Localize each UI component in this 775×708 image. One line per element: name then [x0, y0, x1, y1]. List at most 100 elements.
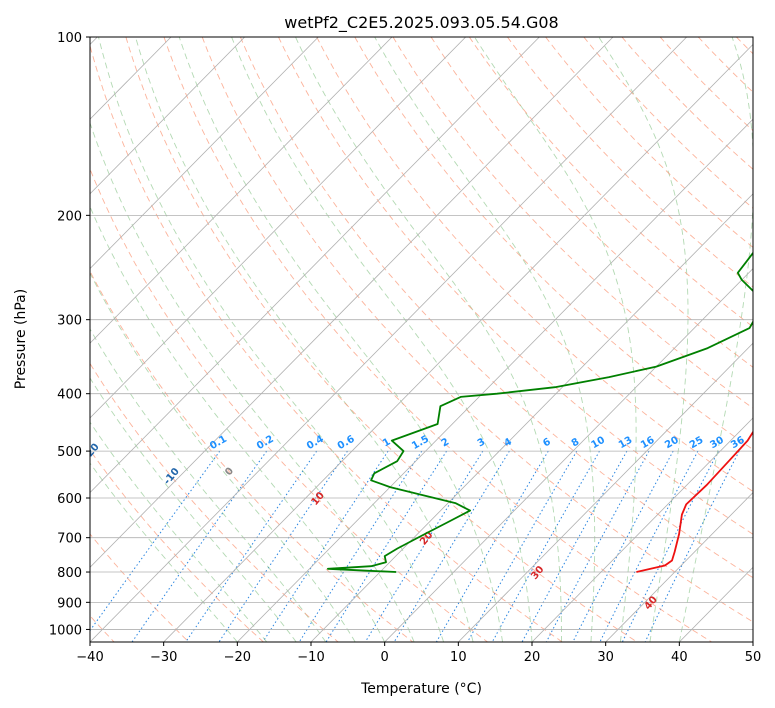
dry-adiabat-line — [239, 37, 753, 579]
mixing-ratio-label: 3 — [476, 436, 488, 449]
moist-adiabat-line — [231, 37, 533, 642]
mixing-ratio-label: 0.2 — [255, 434, 276, 452]
dry-adiabat-line — [90, 533, 190, 642]
mixing-ratio-label: 0.4 — [305, 434, 326, 452]
moist-adiabat-line — [90, 121, 415, 642]
mixing-ratio-label: 36 — [729, 435, 747, 452]
x-tick-label: −40 — [76, 650, 103, 665]
moist-adiabat-line — [295, 37, 562, 642]
moist-adiabat-line — [90, 462, 238, 642]
dry-adiabat-line — [736, 37, 753, 55]
isotherm-line — [90, 37, 687, 642]
mixing-ratio-label: 25 — [688, 435, 706, 452]
dry-adiabat-line — [697, 37, 753, 93]
dry-adiabat-line — [278, 37, 753, 535]
x-axis-label: Temperature (°C) — [360, 681, 482, 697]
dry-adiabat-line — [125, 37, 638, 642]
isotherm-line — [310, 193, 753, 642]
isotherm-line — [163, 43, 753, 642]
mixing-ratio-label: 1 — [381, 436, 393, 449]
mixing-ratio-line — [218, 450, 348, 642]
mixing-ratio-line — [185, 450, 318, 642]
mixing-ratio-line — [621, 450, 719, 642]
dry-adiabat-label: -30 — [4, 414, 24, 435]
isotherm-line — [605, 492, 753, 642]
y-tick-label: 200 — [57, 209, 82, 224]
mixing-ratio-label: 30 — [708, 435, 726, 452]
moist-adiabat-line — [90, 328, 327, 642]
dry-adiabat-line — [201, 37, 753, 623]
dry-adiabat-line — [163, 37, 712, 642]
mixing-ratio-line — [467, 450, 578, 642]
moist-adiabat-line — [178, 37, 503, 642]
moist-adiabat-line — [374, 37, 596, 642]
y-tick-label: 800 — [57, 566, 82, 581]
dry-adiabat-label: -20 — [82, 442, 102, 463]
temperature-profile-line — [636, 430, 753, 573]
y-tick-label: 500 — [57, 445, 82, 460]
mixing-ratio-label: 16 — [639, 435, 657, 452]
mixing-ratio-line — [262, 450, 389, 642]
moist-adiabat-line — [98, 37, 445, 642]
mixing-ratio-line — [521, 450, 628, 642]
isotherm-line — [752, 641, 753, 642]
isotherm-line — [90, 37, 245, 195]
dry-adiabat-line — [659, 37, 753, 132]
moist-adiabat-line — [598, 37, 689, 642]
isotherm-line — [90, 37, 614, 568]
x-tick-label: −20 — [224, 650, 251, 665]
dry-adiabat-line — [90, 270, 414, 642]
mixing-ratio-line — [491, 450, 600, 642]
x-tick-label: −30 — [150, 650, 177, 665]
x-tick-label: 10 — [450, 650, 467, 665]
y-tick-label: 700 — [57, 532, 82, 547]
mixing-ratio-line — [644, 450, 740, 642]
y-tick-label: 400 — [57, 388, 82, 403]
mixing-ratio-line — [572, 450, 674, 642]
y-tick-label: 100 — [57, 31, 82, 46]
mixing-ratio-line — [298, 450, 423, 642]
mixing-ratio-label: 4 — [502, 436, 514, 449]
mixing-ratio-line — [364, 450, 484, 642]
dry-adiabat-line — [316, 37, 753, 493]
mixing-ratio-label: 1.5 — [410, 434, 431, 452]
dry-adiabat-line — [430, 37, 753, 368]
dry-adiabat-line — [90, 449, 264, 642]
mixing-ratio-line — [131, 450, 268, 642]
mixing-ratio-label: 13 — [617, 435, 635, 452]
moist-adiabat-line — [90, 377, 297, 642]
chart-title: wetPf2_C2E5.2025.093.05.54.G08 — [284, 13, 558, 33]
x-tick-label: 30 — [597, 650, 614, 665]
mixing-ratio-line — [393, 450, 510, 642]
moist-adiabat-line — [135, 37, 474, 642]
dry-adiabat-line — [621, 37, 753, 170]
dry-adiabat-line — [90, 167, 488, 642]
isotherm-line — [237, 118, 753, 642]
x-tick-label: −10 — [297, 650, 324, 665]
isotherm-line — [90, 37, 540, 494]
mixing-ratio-label: 0.1 — [208, 434, 229, 452]
moist-adiabat-line — [90, 272, 356, 642]
mixing-ratio-line — [599, 450, 699, 642]
mixing-ratio-line — [545, 450, 650, 642]
x-tick-label: 20 — [524, 650, 541, 665]
x-tick-label: 40 — [671, 650, 688, 665]
isotherm-line — [90, 37, 319, 270]
mixing-ratio-label: 6 — [541, 436, 553, 449]
isotherm-line — [90, 37, 393, 344]
dry-adiabat-line — [354, 37, 753, 451]
plot-frame — [89, 36, 754, 643]
dry-adiabat-line — [90, 362, 339, 642]
mixing-ratio-label: 2 — [440, 436, 452, 449]
isotherm-line — [384, 267, 753, 642]
moist-adiabat-line — [474, 37, 637, 642]
dry-adiabat-line — [583, 37, 753, 209]
y-axis-label: Pressure (hPa) — [13, 289, 29, 389]
mixing-ratio-label: 10 — [590, 435, 608, 452]
x-tick-label: 50 — [745, 650, 762, 665]
y-tick-label: 600 — [57, 492, 82, 507]
dry-adiabat-label: -10 — [162, 466, 182, 487]
moist-adiabat-line — [90, 205, 386, 642]
y-tick-label: 900 — [57, 596, 82, 611]
